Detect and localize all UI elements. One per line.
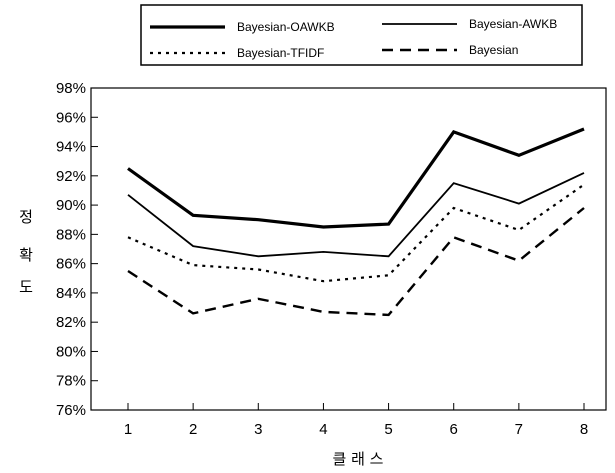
y-axis-title-char: 정 — [19, 208, 33, 226]
y-tick-label: 94% — [56, 139, 86, 156]
x-tick-label: 4 — [319, 421, 327, 438]
x-axis-title: 클 래 스 — [333, 450, 384, 468]
plot-frame — [90, 87, 607, 411]
y-tick-label: 84% — [56, 285, 86, 302]
x-axis: 1 2 3 4 5 6 7 8 — [124, 403, 588, 438]
y-tick-label: 96% — [56, 109, 86, 126]
series-line-bayesian — [127, 207, 585, 317]
legend-label: Bayesian — [469, 43, 518, 57]
x-tick-label: 3 — [254, 421, 262, 438]
x-tick-label: 6 — [450, 421, 458, 438]
series-line-bayesian-oawkb — [127, 127, 585, 229]
x-tick-label: 7 — [515, 421, 523, 438]
y-axis: 98% 96% 94% 92% 90% 88% 86% 84% 82% 80% 78% 76% — [56, 80, 98, 419]
legend-box — [140, 4, 583, 66]
y-tick-label: 76% — [56, 402, 86, 419]
series-line-bayesian-tfidf — [127, 183, 585, 283]
y-tick-label: 86% — [56, 256, 86, 273]
legend: Bayesian-OAWKB Bayesian-AWKB Bayesian-TFID… — [150, 17, 557, 60]
y-tick-label: 78% — [56, 373, 86, 390]
legend-label: Bayesian-OAWKB — [237, 20, 335, 34]
y-tick-label: 98% — [56, 80, 86, 97]
y-tick-label: 92% — [56, 168, 86, 185]
y-axis-title-char: 확 — [19, 246, 33, 264]
y-tick-label: 80% — [56, 343, 86, 360]
series-lines — [127, 127, 585, 317]
y-axis-title: 정확도 — [19, 208, 33, 296]
series-line-bayesian-awkb — [127, 172, 585, 258]
legend-label: Bayesian-AWKB — [469, 17, 557, 31]
x-tick-label: 2 — [189, 421, 197, 438]
y-tick-label: 90% — [56, 197, 86, 214]
x-tick-label: 1 — [124, 421, 132, 438]
x-tick-label: 8 — [580, 421, 588, 438]
x-tick-label: 5 — [384, 421, 392, 438]
y-tick-label: 88% — [56, 226, 86, 243]
y-tick-label: 82% — [56, 314, 86, 331]
y-axis-title-char: 도 — [19, 278, 33, 296]
legend-label: Bayesian-TFIDF — [237, 46, 324, 60]
